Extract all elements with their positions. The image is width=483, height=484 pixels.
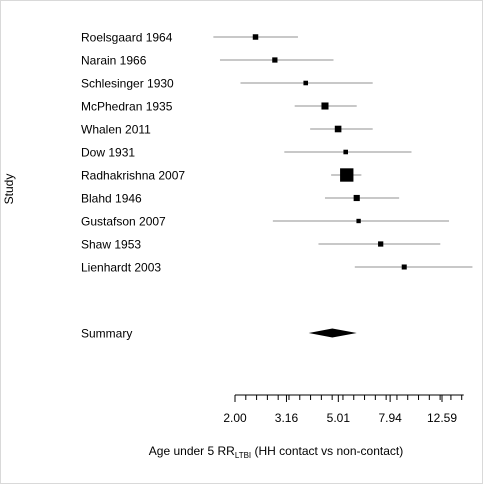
point-estimate (340, 168, 354, 182)
study-label: Shaw 1953 (81, 238, 141, 252)
study-row: Radhakrishna 2007 (81, 168, 362, 183)
study-label: Lienhardt 2003 (81, 261, 161, 275)
study-row: Roelsgaard 1964 (81, 31, 298, 45)
study-row: Dow 1931 (81, 146, 412, 160)
point-estimate (272, 57, 278, 63)
point-estimate (401, 264, 407, 270)
x-axis-title-main: Age under 5 RR (149, 444, 235, 458)
study-label: Radhakrishna 2007 (81, 169, 185, 183)
point-estimate (303, 80, 309, 86)
study-row: Whalen 2011 (81, 123, 373, 137)
study-rows: Roelsgaard 1964 Narain 1966 Schlesinger 19… (81, 31, 473, 275)
study-row: McPhedran 1935 (81, 100, 357, 114)
summary-diamond (308, 328, 357, 338)
point-estimate (356, 218, 361, 224)
x-tick-label: 5.01 (327, 411, 351, 425)
point-estimate (343, 149, 348, 155)
x-axis-title-subscript: LTBI (235, 451, 251, 460)
y-axis-label: Study (2, 174, 16, 205)
study-label: Dow 1931 (81, 146, 135, 160)
summary-row: Summary (81, 327, 357, 341)
x-axis-title-tail: (HH contact vs non-contact) (251, 444, 403, 458)
study-label: Schlesinger 1930 (81, 77, 174, 91)
study-row: Schlesinger 1930 (81, 77, 373, 91)
point-estimate (334, 125, 342, 133)
x-tick-label: 2.00 (223, 411, 247, 425)
study-label: Whalen 2011 (81, 123, 151, 137)
study-label: Narain 1966 (81, 54, 147, 68)
x-axis-title: Age under 5 RRLTBI (HH contact vs non-co… (149, 444, 403, 460)
study-label: Gustafson 2007 (81, 215, 166, 229)
x-tick-label: 7.94 (378, 411, 402, 425)
study-label: Roelsgaard 1964 (81, 31, 173, 45)
point-estimate (378, 241, 384, 247)
study-label: McPhedran 1935 (81, 100, 173, 114)
study-row: Lienhardt 2003 (81, 261, 473, 275)
x-tick-label: 3.16 (275, 411, 299, 425)
point-estimate (321, 102, 329, 110)
study-row: Blahd 1946 (81, 192, 400, 206)
study-label: Blahd 1946 (81, 192, 142, 206)
summary-label: Summary (81, 327, 132, 341)
point-estimate (252, 34, 259, 40)
x-tick-label: 12.59 (427, 411, 457, 425)
study-row: Shaw 1953 (81, 238, 441, 252)
x-axis: 2.00 3.16 5.01 7.94 12.59 (223, 394, 464, 425)
study-row: Narain 1966 (81, 54, 334, 68)
study-row: Gustafson 2007 (81, 215, 450, 229)
point-estimate (353, 194, 360, 202)
